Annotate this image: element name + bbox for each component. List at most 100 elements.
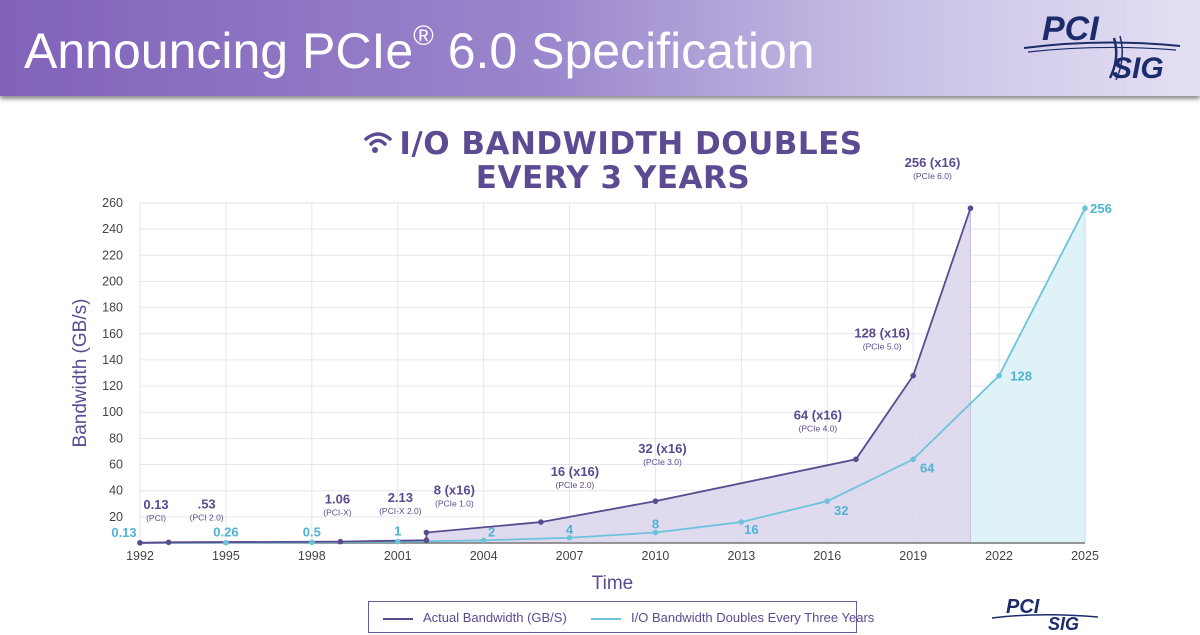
pci-sig-logo-small: PCI SIG xyxy=(990,596,1100,634)
actual-series-line xyxy=(139,207,972,544)
actual-data-sublabel: (PCI 2.0) xyxy=(190,512,224,522)
title-banner xyxy=(0,0,1200,96)
x-tick-label: 2001 xyxy=(384,549,412,563)
x-tick-label: 2022 xyxy=(985,549,1013,563)
actual-data-sublabel: (PCIe 2.0) xyxy=(556,480,595,490)
projected-point xyxy=(309,539,315,546)
projected-point xyxy=(824,498,831,504)
actual-point xyxy=(967,205,974,212)
actual-data-label: 64 (x16) xyxy=(794,407,842,422)
projected-data-label: 256 xyxy=(1090,201,1112,216)
actual-point xyxy=(423,537,430,544)
projected-point xyxy=(480,537,487,544)
y-tick-label: 20 xyxy=(109,510,123,524)
projected-data-label: 16 xyxy=(744,522,758,537)
projected-data-label: 4 xyxy=(566,522,574,537)
actual-data-label: 2.13 xyxy=(388,490,413,505)
pci-sig-logo: PCI SIG xyxy=(1020,8,1190,88)
logo-small-swoosh xyxy=(991,613,1099,619)
projected-data-label: 128 xyxy=(1010,369,1032,384)
registered-mark: ® xyxy=(413,20,434,51)
actual-data-label: 0.13 xyxy=(143,497,168,512)
y-tick-label: 160 xyxy=(102,327,123,341)
chart-heading-line2: EVERY 3 YEARS xyxy=(475,160,751,196)
projected-data-label: 64 xyxy=(920,460,935,475)
chart-legend: Actual Bandwidth (GB/S) I/O Bandwidth Do… xyxy=(368,601,874,633)
logo-small-sig-text: SIG xyxy=(1048,614,1080,634)
projected-point xyxy=(566,534,573,541)
y-tick-label: 80 xyxy=(109,431,123,445)
actual-point xyxy=(853,456,859,463)
y-tick-label: 200 xyxy=(102,274,123,288)
actual-data-sublabel: (PCIe 6.0) xyxy=(913,171,952,181)
logo-small-pci-text: PCI xyxy=(1006,596,1040,618)
x-tick-label: 1998 xyxy=(298,549,326,563)
actual-data-label: 1.06 xyxy=(325,492,350,507)
y-tick-label: 60 xyxy=(109,458,123,472)
y-tick-label: 140 xyxy=(102,353,123,367)
actual-point xyxy=(137,540,143,546)
heading-line1-text: I/O BANDWIDTH DOUBLES xyxy=(399,126,863,162)
x-tick-label: 2007 xyxy=(556,549,584,563)
actual-point xyxy=(910,372,916,379)
y-axis-title: Bandwidth (GB/s) xyxy=(70,299,91,448)
logo-pci-text: PCI xyxy=(1042,10,1099,48)
projected-data-label: 2 xyxy=(488,524,495,539)
y-tick-label: 100 xyxy=(102,405,123,419)
actual-area-fill xyxy=(140,208,971,543)
projected-data-label: 0.13 xyxy=(111,525,136,540)
wifi-icon xyxy=(364,131,393,153)
projected-data-label: 0.5 xyxy=(303,524,321,539)
x-tick-label: 2016 xyxy=(813,549,841,563)
x-tick-label: 2010 xyxy=(642,549,670,563)
projected-point xyxy=(223,539,229,546)
actual-data-label: 32 (x16) xyxy=(638,441,686,456)
logo-swoosh xyxy=(1023,35,1181,81)
x-tick-label: 2025 xyxy=(1071,549,1099,563)
y-tick-label: 40 xyxy=(109,484,123,498)
y-tick-label: 240 xyxy=(102,222,123,236)
x-tick-label: 1995 xyxy=(212,549,240,563)
x-tick-label: 2013 xyxy=(727,549,755,563)
x-tick-label: 2019 xyxy=(899,549,927,563)
slide-title-rest: 6.0 Specification xyxy=(433,23,815,79)
projected-area-fill xyxy=(970,208,1085,543)
actual-point xyxy=(652,498,659,504)
logo-sig-text: SIG xyxy=(1112,52,1164,85)
legend-item-actual: Actual Bandwidth (GB/S) xyxy=(383,610,567,625)
projected-point xyxy=(996,372,1002,379)
x-tick-label: 1992 xyxy=(126,549,154,563)
legend-swatch-actual xyxy=(383,617,413,620)
projected-data-label: 1 xyxy=(394,524,401,539)
projected-point xyxy=(1082,205,1088,212)
actual-data-sublabel: (PCI-X 2.0) xyxy=(379,506,422,516)
actual-data-sublabel: (PCI-X) xyxy=(323,508,352,518)
y-tick-label: 220 xyxy=(102,248,123,262)
y-tick-label: 260 xyxy=(102,196,123,210)
actual-data-label: 128 (x16) xyxy=(854,326,910,341)
projected-point xyxy=(652,529,659,536)
legend-label-doubling: I/O Bandwidth Doubles Every Three Years xyxy=(631,610,875,625)
x-axis-title: Time xyxy=(592,573,634,594)
actual-data-label: 8 (x16) xyxy=(434,483,475,498)
legend-label-actual: Actual Bandwidth (GB/S) xyxy=(423,610,567,625)
actual-data-label: 256 (x16) xyxy=(905,155,961,170)
actual-data-label: 16 (x16) xyxy=(551,464,599,479)
y-tick-label: 120 xyxy=(102,379,123,393)
legend-swatch-doubling xyxy=(591,617,621,620)
projected-point xyxy=(910,456,916,463)
projected-point xyxy=(394,538,401,545)
actual-data-label: .53 xyxy=(198,496,216,511)
x-tick-label: 2004 xyxy=(470,549,498,563)
actual-data-sublabel: (PCI) xyxy=(146,513,166,523)
actual-point xyxy=(165,539,172,546)
actual-data-sublabel: (PCIe 3.0) xyxy=(643,457,682,467)
actual-point xyxy=(538,519,544,525)
slide-title: Announcing PCIe® 6.0 Specification xyxy=(24,20,815,80)
actual-point xyxy=(337,538,344,545)
y-tick-label: 180 xyxy=(102,301,123,315)
actual-data-sublabel: (PCIe 4.0) xyxy=(799,423,838,433)
actual-data-sublabel: (PCIe 1.0) xyxy=(435,499,474,509)
projected-data-label: 8 xyxy=(652,517,659,532)
